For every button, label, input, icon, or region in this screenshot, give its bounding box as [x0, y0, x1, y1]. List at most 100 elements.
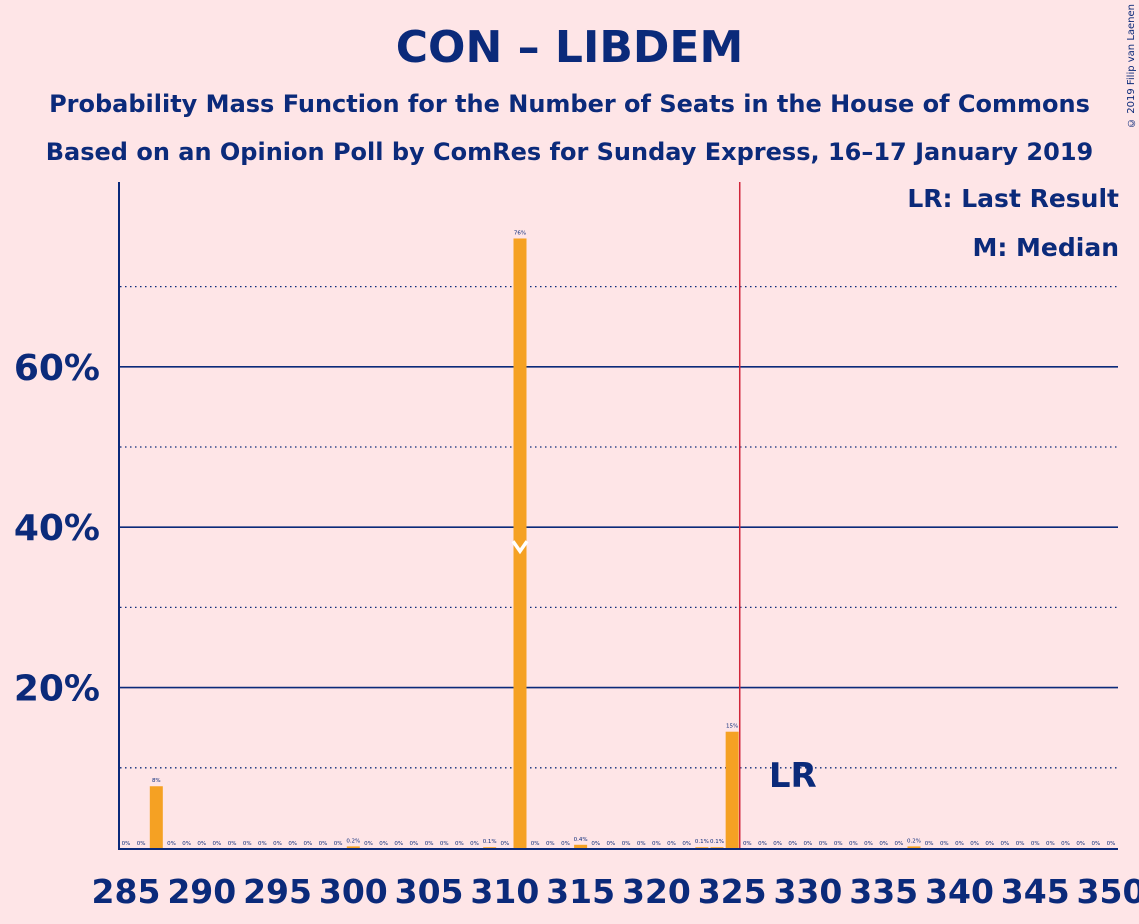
chart-title: CON – LIBDEM [395, 22, 744, 73]
x-tick-label: 340 [925, 872, 994, 911]
bar-seat-337 [907, 846, 921, 848]
bar-label-seat-325: 15% [726, 724, 738, 730]
bar-label-seat-287: 8% [152, 778, 161, 784]
axes: 20%40%60%285 290 295 300 305 310 315 320 325 330 3… [14, 182, 1139, 911]
bar-label-seat-292: 0% [228, 841, 237, 847]
legend-median: M: Median [972, 233, 1119, 262]
bar-label-seat-333: 0% [849, 841, 858, 847]
bar-label-seat-332: 0% [834, 841, 843, 847]
bars [149, 238, 921, 849]
bar-label-seat-336: 0% [894, 841, 903, 847]
bar-label-seat-339: 0% [940, 841, 949, 847]
last-result-label: LR [769, 756, 817, 796]
bar-label-seat-322: 0% [682, 841, 691, 847]
bar-label-seat-329: 0% [788, 841, 797, 847]
bar-label-seat-350: 0% [1107, 841, 1116, 847]
bar-label-seat-286: 0% [137, 841, 146, 847]
bar-label-seat-288: 0% [167, 841, 176, 847]
bar-label-seat-285: 0% [122, 841, 131, 847]
x-tick-label: 330 [773, 872, 842, 911]
bar-label-seat-327: 0% [758, 841, 767, 847]
bar-label-seat-319: 0% [637, 841, 646, 847]
bar-label-seat-303: 0% [394, 841, 403, 847]
x-tick-label: 305 [395, 872, 464, 911]
bar-label-seat-304: 0% [410, 841, 419, 847]
x-tick-label: 315 [546, 872, 615, 911]
bar-label-seat-305: 0% [425, 841, 434, 847]
bar-label-seat-309: 0.1% [483, 839, 497, 845]
y-tick-label: 40% [14, 508, 100, 549]
bar-label-seat-307: 0% [455, 841, 464, 847]
bar-seat-311 [513, 238, 527, 849]
x-tick-label: 290 [167, 872, 236, 911]
bar-label-seat-326: 0% [743, 841, 752, 847]
chart-subtitle: Probability Mass Function for the Number… [49, 90, 1090, 118]
bar-label-seat-296: 0% [288, 841, 297, 847]
bar-label-seat-298: 0% [319, 841, 328, 847]
bar-label-seat-349: 0% [1091, 841, 1100, 847]
bar-label-seat-313: 0% [546, 841, 555, 847]
bar-value-labels: 0% 0% 8% 0% 0% 0% 0% 0% 0% 0% 0% 0% 0% 0% 0% 0.2% 0% 0% 0%… [122, 230, 1116, 847]
x-tick-label: 300 [319, 872, 388, 911]
bar-label-seat-324: 0.1% [710, 839, 724, 845]
bar-label-seat-300: 0.2% [346, 838, 360, 844]
legend-last-result: LR: Last Result [907, 184, 1119, 213]
bar-label-seat-342: 0% [985, 841, 994, 847]
bar-label-seat-348: 0% [1076, 841, 1085, 847]
bar-label-seat-334: 0% [864, 841, 873, 847]
bar-seat-300 [346, 846, 360, 848]
bar-label-seat-295: 0% [273, 841, 282, 847]
bar-label-seat-338: 0% [925, 841, 934, 847]
x-tick-label: 295 [243, 872, 312, 911]
median-marker [511, 540, 529, 555]
bar-label-seat-293: 0% [243, 841, 252, 847]
chart-source: Based on an Opinion Poll by ComRes for S… [45, 138, 1094, 166]
x-tick-label: 310 [470, 872, 539, 911]
bar-label-seat-306: 0% [440, 841, 449, 847]
bar-label-seat-346: 0% [1046, 841, 1055, 847]
y-tick-label: 20% [14, 669, 100, 710]
bar-seat-309 [483, 847, 497, 848]
bar-seat-287 [149, 786, 163, 848]
bar-label-seat-318: 0% [622, 841, 631, 847]
bar-label-seat-311: 76% [514, 230, 526, 236]
x-tick-label: 325 [698, 872, 767, 911]
bar-label-seat-345: 0% [1031, 841, 1040, 847]
x-tick-label: 335 [849, 872, 918, 911]
bar-seat-323 [695, 847, 709, 848]
bar-seat-315 [574, 844, 588, 848]
bar-label-seat-347: 0% [1061, 841, 1070, 847]
bar-label-seat-328: 0% [773, 841, 782, 847]
bar-label-seat-297: 0% [303, 841, 312, 847]
bar-label-seat-323: 0.1% [695, 839, 709, 845]
x-tick-label: 345 [1001, 872, 1070, 911]
bar-label-seat-335: 0% [879, 841, 888, 847]
grid [120, 285, 1118, 769]
bar-label-seat-308: 0% [470, 841, 479, 847]
bar-label-seat-299: 0% [334, 841, 343, 847]
bar-label-seat-331: 0% [819, 841, 828, 847]
bar-label-seat-294: 0% [258, 841, 267, 847]
overlays: LR [511, 182, 817, 848]
bar-label-seat-321: 0% [667, 841, 676, 847]
bar-seat-324 [710, 847, 724, 848]
x-tick-label: 320 [622, 872, 691, 911]
bar-label-seat-301: 0% [364, 841, 373, 847]
y-tick-label: 60% [14, 348, 100, 389]
bar-label-seat-341: 0% [970, 841, 979, 847]
bar-label-seat-314: 0% [561, 841, 570, 847]
bar-label-seat-289: 0% [182, 841, 191, 847]
bar-seat-325 [725, 731, 739, 848]
bar-label-seat-302: 0% [379, 841, 388, 847]
bar-label-seat-343: 0% [1001, 841, 1010, 847]
x-tick-label: 350 [1077, 872, 1139, 911]
bar-label-seat-310: 0% [500, 841, 509, 847]
bar-label-seat-315: 0.4% [574, 837, 588, 843]
bar-label-seat-340: 0% [955, 841, 964, 847]
bar-label-seat-290: 0% [197, 841, 206, 847]
bar-label-seat-316: 0% [591, 841, 600, 847]
bar-label-seat-291: 0% [213, 841, 222, 847]
bar-label-seat-317: 0% [607, 841, 616, 847]
bar-label-seat-312: 0% [531, 841, 540, 847]
